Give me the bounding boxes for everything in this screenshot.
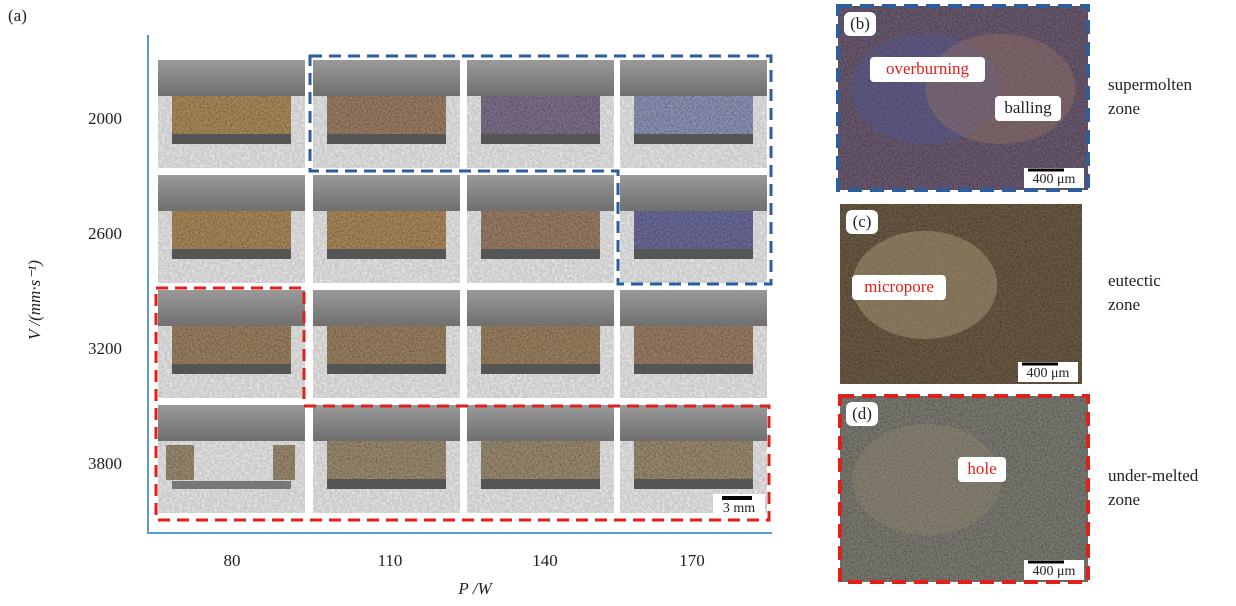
photo-top xyxy=(620,290,767,326)
weld-bottom xyxy=(634,479,753,489)
weld-bottom xyxy=(481,364,600,374)
weld-bottom xyxy=(634,134,753,144)
detail-panels: (b) overburning balling 400 μm supermolten zo… xyxy=(838,6,1199,582)
scale-label: 3 mm xyxy=(723,501,755,516)
weld-bottom xyxy=(172,364,291,374)
weld-bottom xyxy=(481,249,600,259)
scale-label: 400 μm xyxy=(1033,564,1076,579)
weld-region xyxy=(172,96,291,134)
weld-bottom xyxy=(172,134,291,144)
x-label: 110 xyxy=(378,551,403,570)
y-label: 3800 xyxy=(88,454,122,473)
panel-label: (c) xyxy=(853,212,872,231)
y-label: 2600 xyxy=(88,224,122,243)
weld-remnant xyxy=(273,445,295,480)
photo-top xyxy=(467,290,614,326)
weld-region xyxy=(327,326,446,364)
photo-top xyxy=(158,290,305,326)
zone-label: zone xyxy=(1108,295,1140,314)
annotation: overburning xyxy=(886,59,970,78)
photo-top xyxy=(313,175,460,211)
photo-top xyxy=(467,175,614,211)
weld-region xyxy=(172,326,291,364)
x-axis-label: P /W xyxy=(457,579,493,598)
photo-top xyxy=(313,405,460,441)
weld-region xyxy=(634,441,753,479)
weld-region xyxy=(327,96,446,134)
weld-bottom xyxy=(327,479,446,489)
weld-region xyxy=(634,96,753,134)
zone-label: eutectic xyxy=(1108,271,1161,290)
weld-region xyxy=(634,211,753,249)
weld-bottom xyxy=(634,364,753,374)
weld-bottom xyxy=(634,249,753,259)
photo-top xyxy=(620,175,767,211)
weld-bottom xyxy=(327,364,446,374)
annotation: balling xyxy=(1004,98,1052,117)
weld-region xyxy=(481,96,600,134)
weld-bottom xyxy=(172,481,291,489)
panel-label: (a) xyxy=(8,6,27,25)
scale-label: 400 μm xyxy=(1033,172,1076,187)
y-label: 3200 xyxy=(88,339,122,358)
panel-label: (b) xyxy=(850,14,870,33)
weld-region xyxy=(481,211,600,249)
x-label: 170 xyxy=(679,551,705,570)
zone-label: under-melted xyxy=(1108,466,1199,485)
figure: (a) V /(mm·s⁻¹) P /W 3 mm (b) overburning… xyxy=(0,0,1236,606)
weld-bottom xyxy=(327,249,446,259)
zone-label: zone xyxy=(1108,99,1140,118)
annotation: hole xyxy=(967,459,996,478)
weld-region xyxy=(481,326,600,364)
weld-bottom xyxy=(481,134,600,144)
x-label: 80 xyxy=(224,551,241,570)
weld-remnant xyxy=(166,445,194,480)
photo-top xyxy=(158,405,305,441)
weld-bottom xyxy=(327,134,446,144)
micrograph-grid: 3 mm xyxy=(156,56,771,520)
photo-top xyxy=(158,60,305,96)
photo-top xyxy=(467,60,614,96)
x-label: 140 xyxy=(532,551,558,570)
photo-top xyxy=(620,60,767,96)
y-axis-label: V /(mm·s⁻¹) xyxy=(25,260,44,340)
weld-bottom xyxy=(481,479,600,489)
zone-label: supermolten xyxy=(1108,75,1193,94)
annotation: micropore xyxy=(864,277,934,296)
weld-bottom xyxy=(172,249,291,259)
scale-label: 400 μm xyxy=(1027,366,1070,381)
y-label: 2000 xyxy=(88,109,122,128)
weld-region xyxy=(481,441,600,479)
weld-region xyxy=(172,211,291,249)
photo-top xyxy=(158,175,305,211)
photo-top xyxy=(313,290,460,326)
weld-region xyxy=(327,441,446,479)
photo-top xyxy=(467,405,614,441)
weld-region xyxy=(634,326,753,364)
photo-top xyxy=(620,405,767,441)
zone-label: zone xyxy=(1108,490,1140,509)
panel-label: (d) xyxy=(852,404,872,423)
weld-region xyxy=(327,211,446,249)
texture xyxy=(926,34,1076,144)
photo-top xyxy=(313,60,460,96)
